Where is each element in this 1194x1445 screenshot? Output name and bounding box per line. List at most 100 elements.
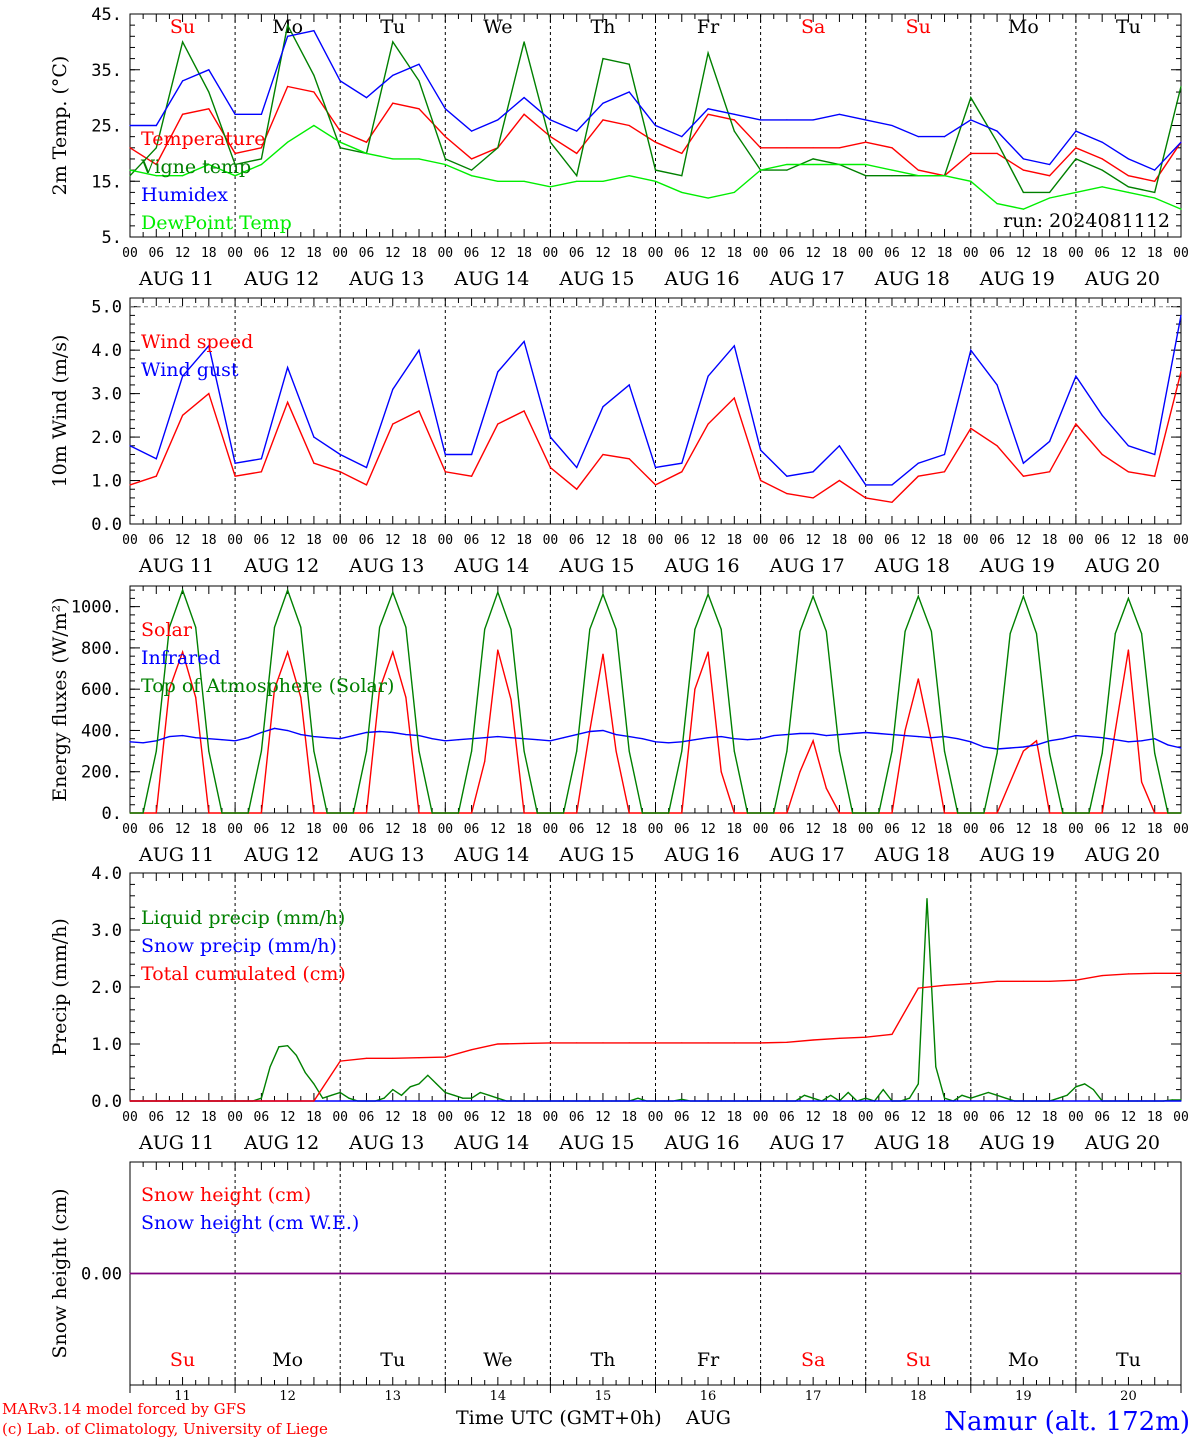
series-point <box>1088 736 1090 738</box>
series-point <box>418 1100 420 1102</box>
series-point <box>760 119 762 121</box>
series-point <box>1101 1100 1103 1102</box>
y-tick-label: 600. <box>81 680 122 700</box>
series-point <box>891 147 893 149</box>
series-point <box>1035 632 1038 635</box>
series-point <box>589 628 591 630</box>
series-point <box>195 737 197 739</box>
series-point <box>707 593 709 595</box>
x-hour-label: 00 <box>227 533 243 548</box>
series-point <box>970 119 972 121</box>
series-point <box>786 734 788 736</box>
series-point <box>799 771 801 773</box>
x-hour-label: 00 <box>753 533 769 548</box>
series-point <box>484 737 486 739</box>
series-point <box>707 1100 709 1102</box>
series-point <box>1022 191 1024 193</box>
series-point <box>1101 186 1103 188</box>
series-point <box>707 113 709 115</box>
series-point <box>681 1100 683 1102</box>
series-point <box>773 812 775 814</box>
series-point <box>287 651 289 653</box>
series-point <box>405 626 407 628</box>
series-point <box>838 1100 841 1102</box>
x-hour-label: 00 <box>1173 246 1189 261</box>
x-date-label: AUG 17 <box>769 844 845 866</box>
x-hour-label: 00 <box>437 1110 453 1125</box>
legend-entry: Temperature <box>141 128 265 150</box>
x-hour-label: 12 <box>805 1110 821 1125</box>
series-point <box>313 750 315 752</box>
series-point <box>812 1039 814 1041</box>
series-point <box>904 729 906 732</box>
series-point <box>260 812 262 814</box>
series-point <box>1141 740 1143 742</box>
series-point <box>1154 475 1156 477</box>
series-point <box>1022 980 1024 982</box>
copyright-credit: (c) Lab. of Climatology, University of L… <box>2 1420 328 1438</box>
series-point <box>129 1100 131 1102</box>
x-hour-label: 06 <box>989 822 1005 837</box>
x-hour-label: 18 <box>832 822 848 837</box>
series-point <box>1167 812 1169 814</box>
series-point <box>195 696 197 699</box>
y-tick-label: 4.0 <box>91 864 122 884</box>
x-hour-label: 06 <box>989 246 1005 261</box>
series-point <box>1075 130 1077 132</box>
series-point <box>1075 158 1077 160</box>
series-point <box>812 163 814 166</box>
x-hour-label: 18 <box>411 533 427 548</box>
series-point <box>392 1057 394 1059</box>
series-point <box>1127 597 1129 600</box>
series-point <box>930 740 933 742</box>
series-point <box>549 119 552 121</box>
series-point <box>304 1071 306 1074</box>
x-hour-label: 06 <box>884 1110 900 1125</box>
x-hour-label: 06 <box>674 246 690 261</box>
series-point <box>812 1100 814 1102</box>
y-tick-label: 1.0 <box>91 1035 122 1055</box>
series-point <box>1114 632 1116 635</box>
series-point <box>786 119 788 121</box>
x-hour-label: 00 <box>122 1110 138 1125</box>
series-point <box>602 406 604 408</box>
series-point <box>838 163 841 166</box>
series-point <box>1180 1100 1182 1102</box>
series-point <box>1180 1099 1182 1101</box>
series-point <box>654 741 657 743</box>
series-point <box>812 740 814 742</box>
series-point <box>654 1100 657 1102</box>
series-point <box>917 462 919 464</box>
series-point <box>287 24 289 26</box>
series-point <box>287 401 289 403</box>
series-point <box>234 175 236 177</box>
series-point <box>1127 158 1129 160</box>
series-point <box>838 113 841 115</box>
series-point <box>383 1097 385 1099</box>
series-point <box>628 124 630 127</box>
series-point <box>352 812 354 814</box>
series-point <box>418 1083 420 1085</box>
series-point <box>549 812 552 814</box>
series-point <box>405 734 407 736</box>
x-hour-label: 18 <box>201 533 217 548</box>
x-hour-label: 06 <box>569 1110 585 1125</box>
series-point <box>234 812 236 814</box>
series-point <box>1049 1100 1051 1102</box>
y-tick-label: 5.0 <box>91 298 122 318</box>
series-point <box>182 1100 184 1102</box>
series-point <box>852 732 854 735</box>
x-date-label: AUG 12 <box>243 555 319 577</box>
x-date-label: AUG 18 <box>874 555 950 577</box>
x-hour-label: 06 <box>1094 822 1110 837</box>
weekday-label: Sa <box>801 16 825 38</box>
y-tick-label: 0. <box>102 804 122 824</box>
series-point <box>435 1083 438 1085</box>
series-point <box>234 152 236 154</box>
series-point <box>326 812 328 814</box>
x-hour-label: 18 <box>411 246 427 261</box>
y-tick-label: 400. <box>81 721 122 741</box>
series-point <box>300 626 302 628</box>
x-hour-label: 12 <box>175 533 191 548</box>
series-point <box>825 630 827 633</box>
